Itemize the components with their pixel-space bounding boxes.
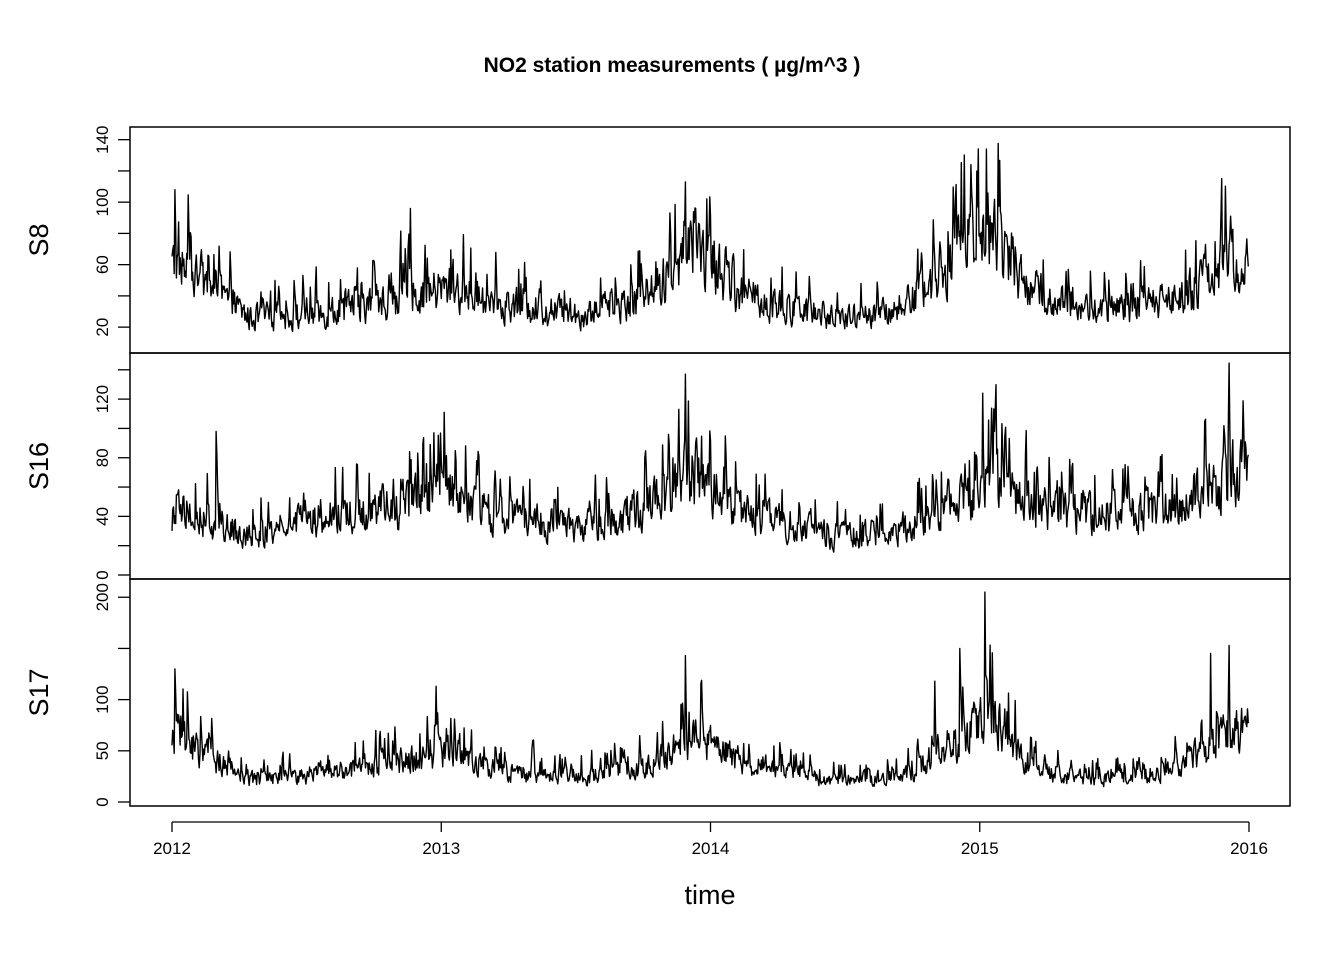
series-line-s16 xyxy=(171,362,1249,553)
x-tick-label: 2012 xyxy=(153,839,191,858)
panel-s16: 0 40 80 120 S16 xyxy=(24,352,1291,580)
panel-s8: 20 60 100 140 S8 xyxy=(24,125,1291,354)
y-tick-label: 120 xyxy=(93,385,112,413)
y-tick-label: 140 xyxy=(93,125,112,153)
x-tick-label: 2016 xyxy=(1230,839,1268,858)
x-tick-label: 2015 xyxy=(961,839,999,858)
panel-label: S17 xyxy=(24,668,54,716)
y-tick-label: 100 xyxy=(93,685,112,713)
series-line-s8 xyxy=(171,142,1249,333)
panel-frame xyxy=(129,352,1291,580)
y-tick-label: 0 xyxy=(93,797,112,806)
chart-title: NO2 station measurements ( µg/m^3 ) xyxy=(484,54,861,77)
y-tick-label: 40 xyxy=(93,507,112,526)
x-axis: 2012 2013 2014 2015 2016 xyxy=(153,821,1268,858)
y-tick-label: 60 xyxy=(93,255,112,274)
chart-panels: 20 60 100 140 S8 0 40 80 120 S16 0 50 100 200 S17 xyxy=(24,125,1291,807)
panel-frame xyxy=(129,578,1291,807)
y-tick-label: 20 xyxy=(93,318,112,337)
x-tick-label: 2014 xyxy=(692,839,730,858)
series-line-s17 xyxy=(171,591,1249,788)
x-axis-label: time xyxy=(684,880,735,910)
panel-label: S8 xyxy=(24,223,54,256)
y-tick-label: 200 xyxy=(93,583,112,611)
y-tick-label: 80 xyxy=(93,448,112,467)
panel-frame xyxy=(129,126,1291,354)
x-tick-label: 2013 xyxy=(422,839,460,858)
y-tick-label: 100 xyxy=(93,188,112,216)
panel-s17: 0 50 100 200 S17 xyxy=(24,578,1291,807)
panel-label: S16 xyxy=(24,442,54,490)
y-tick-label: 50 xyxy=(93,741,112,760)
y-tick-label: 0 xyxy=(93,570,112,579)
